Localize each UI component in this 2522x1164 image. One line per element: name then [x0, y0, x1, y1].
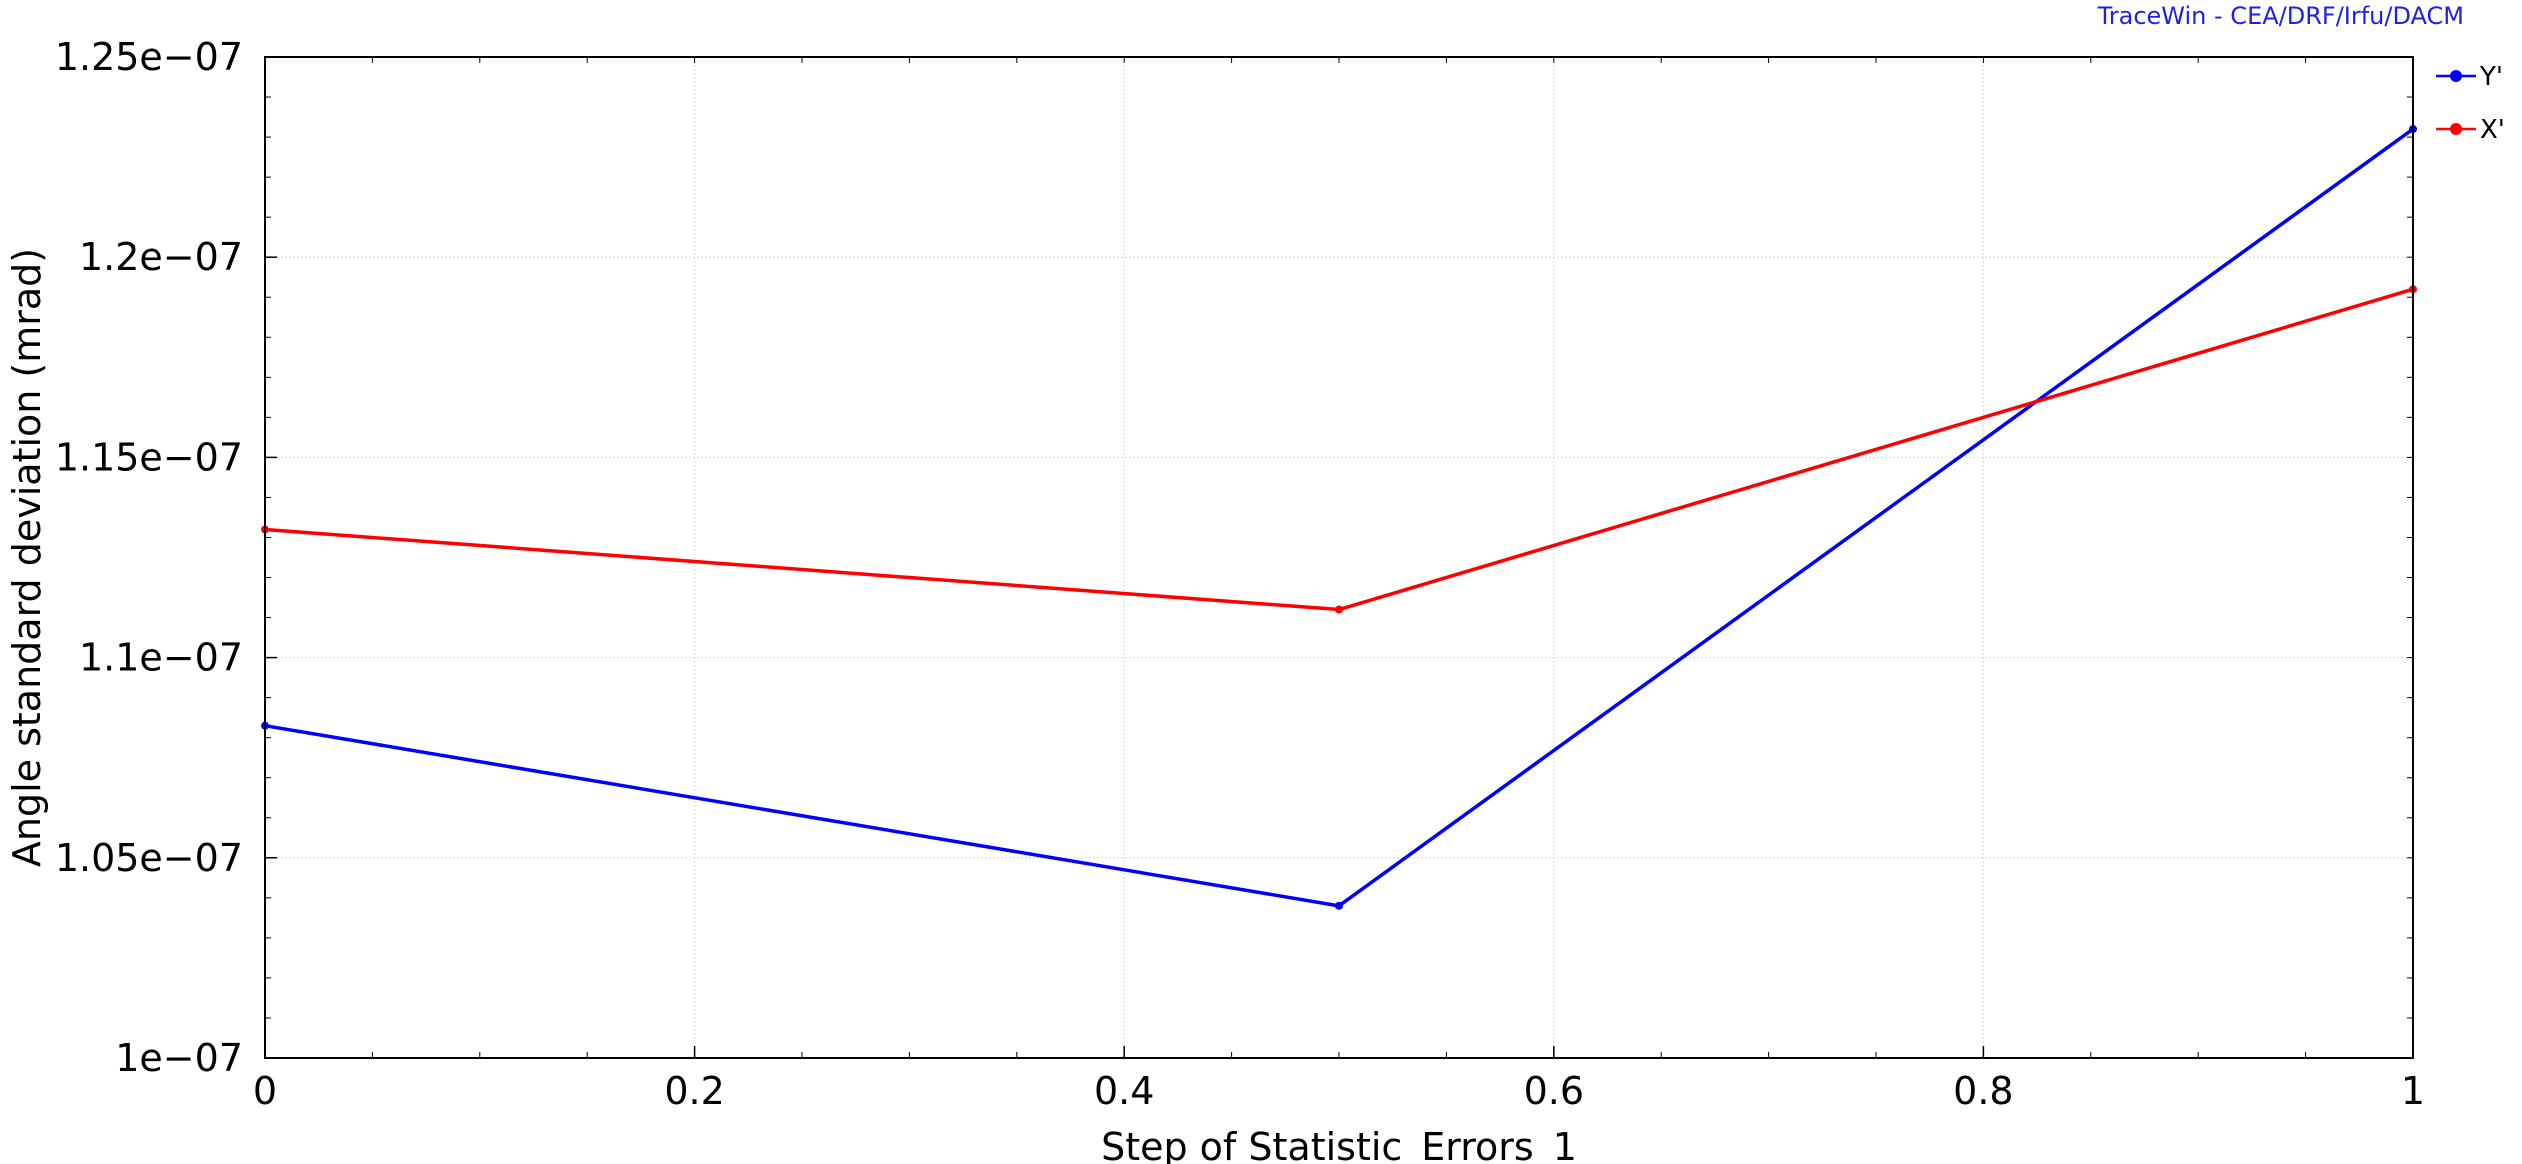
x-tick-label: 0.8: [1953, 1069, 2013, 1113]
legend-label: X': [2480, 115, 2505, 145]
x-tick-label: 0.2: [664, 1069, 724, 1113]
y-tick-label: 1.25e−07: [55, 35, 243, 79]
series-line: [264, 127, 2415, 908]
y-tick-label: 1.05e−07: [55, 836, 243, 880]
tick-labels: 0 0.2 0.4 0.6 0.8 1 1e−07 1.05e−07 1.1e−07 1.15e−…: [55, 35, 2425, 1113]
data-point: [1335, 605, 1343, 614]
legend-label: Y': [2479, 62, 2503, 92]
legend-swatch-marker: [2450, 70, 2462, 82]
legend: Y' X': [2436, 62, 2505, 145]
plot-frame: [264, 56, 2414, 1059]
x-tick-label: 1: [2401, 1069, 2425, 1113]
credit-label: TraceWin - CEA/DRF/Irfu/DACM: [2097, 2, 2464, 30]
y-tick-label: 1.15e−07: [55, 435, 243, 479]
y-tick-label: 1.2e−07: [79, 235, 243, 279]
grid: [265, 57, 2413, 1058]
y-tick-label: 1e−07: [115, 1036, 243, 1080]
series-line: [264, 287, 2414, 612]
y-axis-label: Angle standard deviation (mrad): [5, 248, 49, 867]
y-tick-label: 1.1e−07: [79, 636, 243, 680]
x-tick-label: 0: [253, 1069, 277, 1113]
x-tick-label: 0.6: [1524, 1069, 1584, 1113]
legend-swatch-marker: [2450, 123, 2462, 135]
x-axis-label: Step of Statistic_Errors_1: [1101, 1125, 1577, 1164]
x-tick-label: 0.4: [1094, 1069, 1154, 1113]
data-point: [1335, 901, 1343, 910]
series-lines: [261, 125, 2417, 910]
